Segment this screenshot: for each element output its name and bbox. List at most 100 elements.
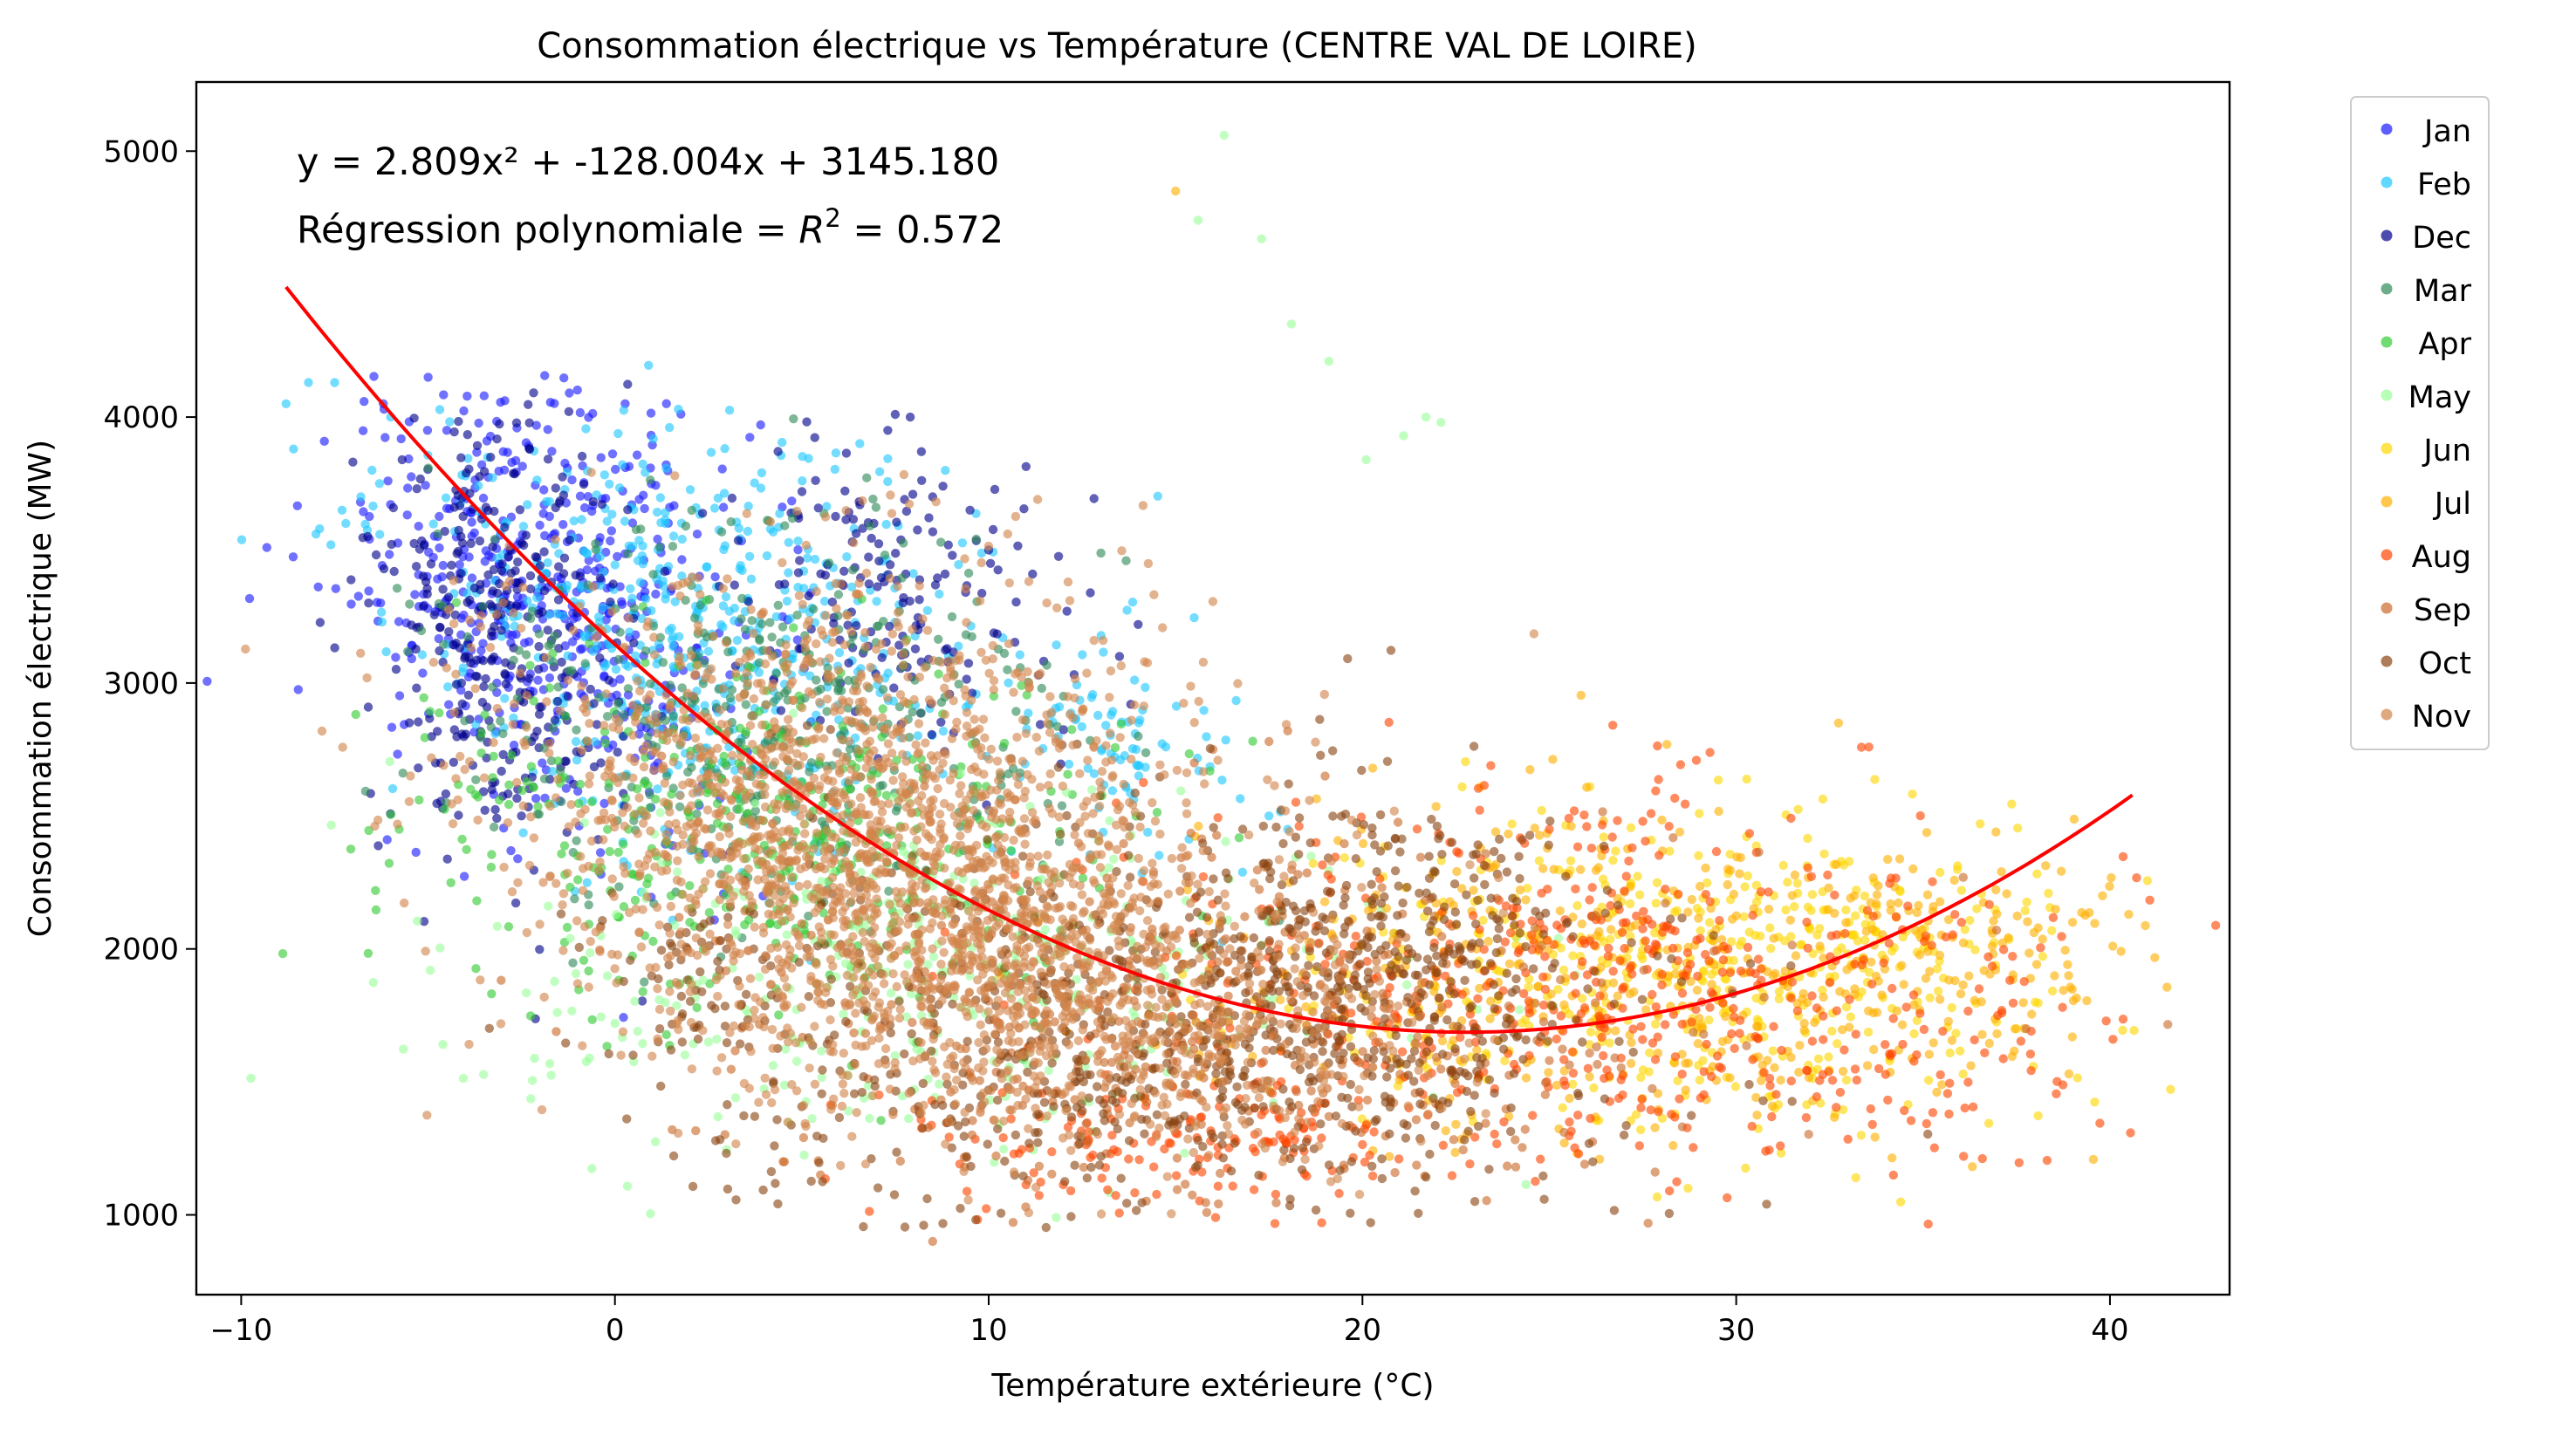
data-point	[367, 465, 377, 475]
data-point	[1009, 1149, 1019, 1159]
data-point	[490, 804, 500, 815]
scatter-points	[202, 130, 2221, 1247]
data-point	[1835, 1087, 1846, 1097]
data-point	[726, 1064, 736, 1074]
data-point	[422, 589, 432, 599]
data-point	[1874, 1063, 1884, 1074]
data-point	[497, 566, 507, 576]
data-point	[450, 610, 460, 619]
data-point	[1753, 954, 1764, 964]
data-point	[1909, 1029, 1919, 1039]
data-point	[1731, 911, 1742, 920]
data-point	[630, 996, 640, 1006]
data-point	[393, 749, 402, 759]
data-point	[1565, 1060, 1574, 1070]
data-point	[1856, 742, 1867, 752]
data-point	[1641, 936, 1650, 946]
data-point	[1648, 1038, 1658, 1048]
data-point	[577, 515, 586, 524]
data-point	[552, 1008, 562, 1017]
data-point	[667, 635, 677, 645]
data-point	[1921, 931, 1931, 941]
data-point	[1011, 597, 1021, 607]
data-point	[472, 896, 482, 906]
data-point	[474, 481, 483, 490]
data-point	[1536, 1154, 1545, 1164]
data-point	[787, 514, 798, 523]
data-point	[1712, 1051, 1723, 1061]
data-point	[1397, 1047, 1408, 1056]
data-point	[697, 509, 708, 518]
data-point	[488, 682, 497, 692]
data-point	[607, 509, 617, 519]
data-point	[624, 541, 634, 550]
data-point	[1823, 870, 1833, 880]
data-point	[798, 584, 809, 593]
data-point	[2041, 861, 2051, 871]
data-point	[451, 598, 462, 607]
data-point	[655, 632, 665, 642]
data-point	[1991, 827, 2001, 837]
data-point	[385, 756, 394, 767]
data-point	[1237, 867, 1248, 877]
data-point	[769, 697, 778, 707]
data-point	[1135, 715, 1145, 725]
data-point	[373, 841, 383, 851]
data-point	[1301, 1002, 1311, 1012]
data-point	[875, 781, 885, 791]
data-point	[1034, 1161, 1045, 1172]
data-point	[563, 651, 572, 660]
data-point	[1705, 918, 1715, 927]
data-point	[648, 936, 658, 947]
data-point	[425, 707, 435, 716]
data-point	[562, 580, 572, 591]
data-point	[423, 373, 433, 382]
data-point	[1832, 859, 1841, 870]
data-point	[1626, 1058, 1636, 1069]
data-point	[454, 525, 463, 536]
data-point	[1740, 882, 1750, 892]
data-point	[670, 597, 680, 606]
data-point	[1795, 1041, 1805, 1050]
data-point	[1909, 1056, 1919, 1066]
data-point	[496, 716, 505, 726]
data-point	[1534, 856, 1545, 865]
data-point	[1958, 980, 1968, 990]
data-point	[1906, 1116, 1916, 1125]
data-point	[1648, 989, 1657, 1000]
data-point	[614, 882, 624, 892]
data-point	[1953, 861, 1963, 871]
data-point	[1991, 885, 2001, 895]
data-point	[1845, 1022, 1854, 1032]
data-point	[1131, 1064, 1141, 1074]
data-point	[1180, 1148, 1189, 1159]
data-point	[592, 720, 602, 729]
data-point	[449, 725, 459, 735]
data-point	[1619, 982, 1628, 992]
data-point	[718, 503, 729, 512]
data-point	[1096, 548, 1106, 558]
data-point	[1987, 961, 1997, 971]
data-point	[1587, 883, 1597, 892]
data-point	[1711, 846, 1722, 857]
data-point	[846, 582, 857, 591]
data-point	[1670, 1112, 1680, 1122]
data-point	[442, 503, 452, 513]
data-point	[1949, 875, 1959, 885]
data-point	[639, 490, 648, 500]
data-point	[591, 539, 600, 549]
data-point	[1248, 736, 1257, 746]
data-point	[2008, 952, 2018, 961]
data-point	[409, 538, 419, 549]
data-point	[1586, 844, 1597, 853]
data-point	[654, 543, 665, 552]
data-point	[665, 680, 675, 690]
data-point	[545, 683, 554, 693]
data-point	[784, 537, 793, 547]
data-point	[1830, 890, 1840, 900]
data-point	[1576, 865, 1586, 874]
data-point	[547, 447, 557, 456]
data-point	[685, 918, 695, 927]
data-point	[685, 881, 695, 891]
data-point	[1577, 919, 1587, 929]
